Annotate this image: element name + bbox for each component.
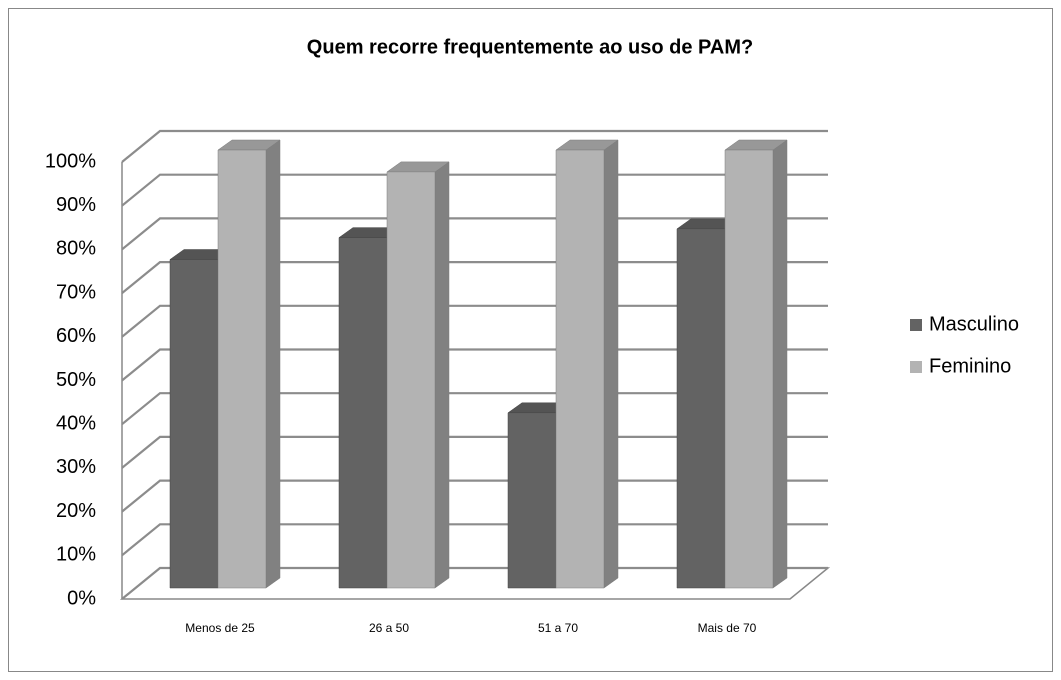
x-tick-label: Mais de 70: [697, 621, 757, 635]
bar-side: [772, 139, 788, 589]
bar-front: [386, 171, 436, 589]
y-tick-label: 60%: [56, 325, 96, 347]
y-tick-label: 70%: [56, 281, 96, 303]
y-tick-label: 80%: [56, 238, 96, 260]
y-tick-label: 90%: [56, 194, 96, 216]
bar: [724, 139, 788, 589]
bar-front: [676, 228, 726, 589]
x-tick-label: 51 a 70: [537, 621, 579, 635]
bar: [555, 139, 619, 589]
y-tick-label: 30%: [56, 456, 96, 478]
legend-label: Feminino: [929, 355, 1011, 377]
bar: [217, 139, 281, 589]
bar-front: [507, 412, 557, 589]
y-tick-label: 50%: [56, 369, 96, 391]
legend-swatch: [910, 361, 922, 373]
y-tick-label: 100%: [45, 150, 96, 172]
legend-label: Masculino: [929, 313, 1019, 335]
bar-side: [603, 139, 619, 589]
legend-swatch: [910, 319, 922, 331]
y-tick-label: 10%: [56, 544, 96, 566]
bar-front: [724, 149, 774, 589]
bar-front: [217, 149, 267, 589]
x-tick-label: Menos de 25: [185, 621, 255, 635]
chart-title: Quem recorre frequentemente ao uso de PA…: [307, 36, 753, 58]
grid-line: [121, 129, 828, 163]
bar-front: [338, 237, 388, 589]
bar-side: [265, 139, 281, 589]
y-tick-label: 0%: [67, 587, 96, 609]
bar-side: [434, 161, 450, 589]
y-tick-label: 40%: [56, 412, 96, 434]
bar: [386, 161, 450, 589]
bar-front: [555, 149, 605, 589]
bar-front: [169, 259, 219, 589]
y-tick-label: 20%: [56, 500, 96, 522]
x-tick-label: 26 a 50: [368, 621, 410, 635]
